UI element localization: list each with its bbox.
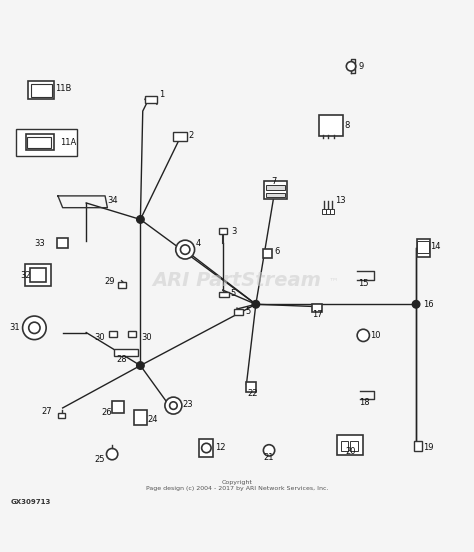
Bar bbox=[417, 241, 429, 253]
Text: 21: 21 bbox=[263, 453, 273, 462]
Bar bbox=[234, 309, 243, 315]
Text: 30: 30 bbox=[141, 333, 152, 342]
Bar bbox=[326, 209, 330, 214]
Text: 25: 25 bbox=[94, 455, 105, 464]
Circle shape bbox=[107, 448, 118, 460]
Bar bbox=[330, 209, 334, 214]
Text: 5: 5 bbox=[245, 307, 250, 316]
Text: 12: 12 bbox=[215, 443, 225, 453]
Text: 2: 2 bbox=[189, 131, 194, 140]
Text: 33: 33 bbox=[35, 238, 45, 247]
Text: 10: 10 bbox=[370, 331, 380, 340]
Circle shape bbox=[412, 300, 420, 308]
Text: 31: 31 bbox=[9, 323, 20, 332]
Text: 26: 26 bbox=[101, 408, 112, 417]
Bar bbox=[145, 96, 157, 103]
Bar bbox=[31, 84, 52, 97]
Circle shape bbox=[137, 362, 144, 369]
Text: 22: 22 bbox=[247, 389, 258, 399]
Text: 14: 14 bbox=[430, 242, 441, 251]
Circle shape bbox=[264, 445, 275, 456]
Bar bbox=[118, 282, 126, 288]
Text: 8: 8 bbox=[345, 121, 350, 130]
Text: Copyright
Page design (c) 2004 - 2017 by ARI Network Services, Inc.: Copyright Page design (c) 2004 - 2017 by… bbox=[146, 480, 328, 491]
Bar bbox=[30, 268, 46, 282]
Circle shape bbox=[165, 397, 182, 414]
Bar bbox=[199, 439, 213, 458]
Bar bbox=[28, 81, 55, 99]
Text: 3: 3 bbox=[231, 227, 236, 236]
Bar bbox=[350, 441, 357, 452]
Bar bbox=[27, 136, 51, 148]
Circle shape bbox=[23, 316, 46, 339]
Text: 30: 30 bbox=[94, 333, 105, 342]
Bar bbox=[322, 209, 326, 214]
Text: ™: ™ bbox=[329, 276, 338, 286]
Circle shape bbox=[176, 240, 195, 259]
Text: 32: 32 bbox=[20, 270, 31, 279]
Text: 7: 7 bbox=[271, 177, 276, 186]
Circle shape bbox=[170, 402, 177, 410]
Text: 20: 20 bbox=[346, 447, 356, 456]
Circle shape bbox=[181, 245, 190, 254]
Text: GX309713: GX309713 bbox=[11, 499, 51, 505]
Text: 13: 13 bbox=[335, 196, 346, 205]
Circle shape bbox=[137, 216, 144, 223]
Text: 24: 24 bbox=[147, 415, 158, 424]
Bar bbox=[264, 181, 287, 199]
Text: 23: 23 bbox=[183, 400, 193, 408]
Bar bbox=[109, 331, 117, 337]
Text: ARI PartStream: ARI PartStream bbox=[153, 271, 321, 290]
Text: 4: 4 bbox=[196, 240, 201, 248]
Text: 11B: 11B bbox=[55, 84, 72, 93]
Text: 15: 15 bbox=[358, 279, 369, 288]
Text: 5: 5 bbox=[230, 289, 235, 299]
Text: 29: 29 bbox=[104, 277, 115, 286]
Bar bbox=[414, 441, 422, 452]
Bar bbox=[134, 410, 147, 425]
Bar bbox=[266, 185, 285, 190]
Text: 34: 34 bbox=[108, 196, 118, 205]
Text: 19: 19 bbox=[423, 443, 434, 453]
Text: 11A: 11A bbox=[60, 137, 76, 147]
Bar bbox=[417, 239, 430, 257]
Text: 9: 9 bbox=[358, 62, 364, 71]
Text: 6: 6 bbox=[275, 247, 280, 256]
Bar bbox=[58, 413, 65, 418]
Bar bbox=[25, 264, 51, 286]
Bar bbox=[16, 129, 77, 156]
Circle shape bbox=[357, 329, 369, 342]
Text: 28: 28 bbox=[117, 355, 127, 364]
Bar bbox=[219, 291, 228, 297]
Text: 16: 16 bbox=[423, 300, 434, 309]
Bar bbox=[173, 132, 187, 141]
Circle shape bbox=[346, 62, 356, 71]
Circle shape bbox=[29, 322, 40, 333]
Bar bbox=[219, 228, 227, 233]
Bar bbox=[266, 193, 285, 197]
Text: 17: 17 bbox=[312, 310, 323, 319]
Bar bbox=[337, 435, 363, 455]
Bar bbox=[264, 249, 272, 258]
Text: 1: 1 bbox=[159, 90, 164, 99]
Text: 27: 27 bbox=[42, 407, 52, 416]
Bar bbox=[26, 134, 54, 150]
Bar bbox=[246, 381, 256, 392]
Bar bbox=[112, 401, 124, 413]
Circle shape bbox=[252, 300, 260, 308]
Bar bbox=[319, 115, 343, 136]
Bar bbox=[341, 441, 348, 452]
Bar bbox=[57, 238, 68, 248]
Bar bbox=[128, 331, 136, 337]
Circle shape bbox=[201, 443, 211, 453]
Bar bbox=[312, 304, 322, 312]
Text: 18: 18 bbox=[359, 398, 370, 407]
Bar bbox=[115, 348, 138, 356]
